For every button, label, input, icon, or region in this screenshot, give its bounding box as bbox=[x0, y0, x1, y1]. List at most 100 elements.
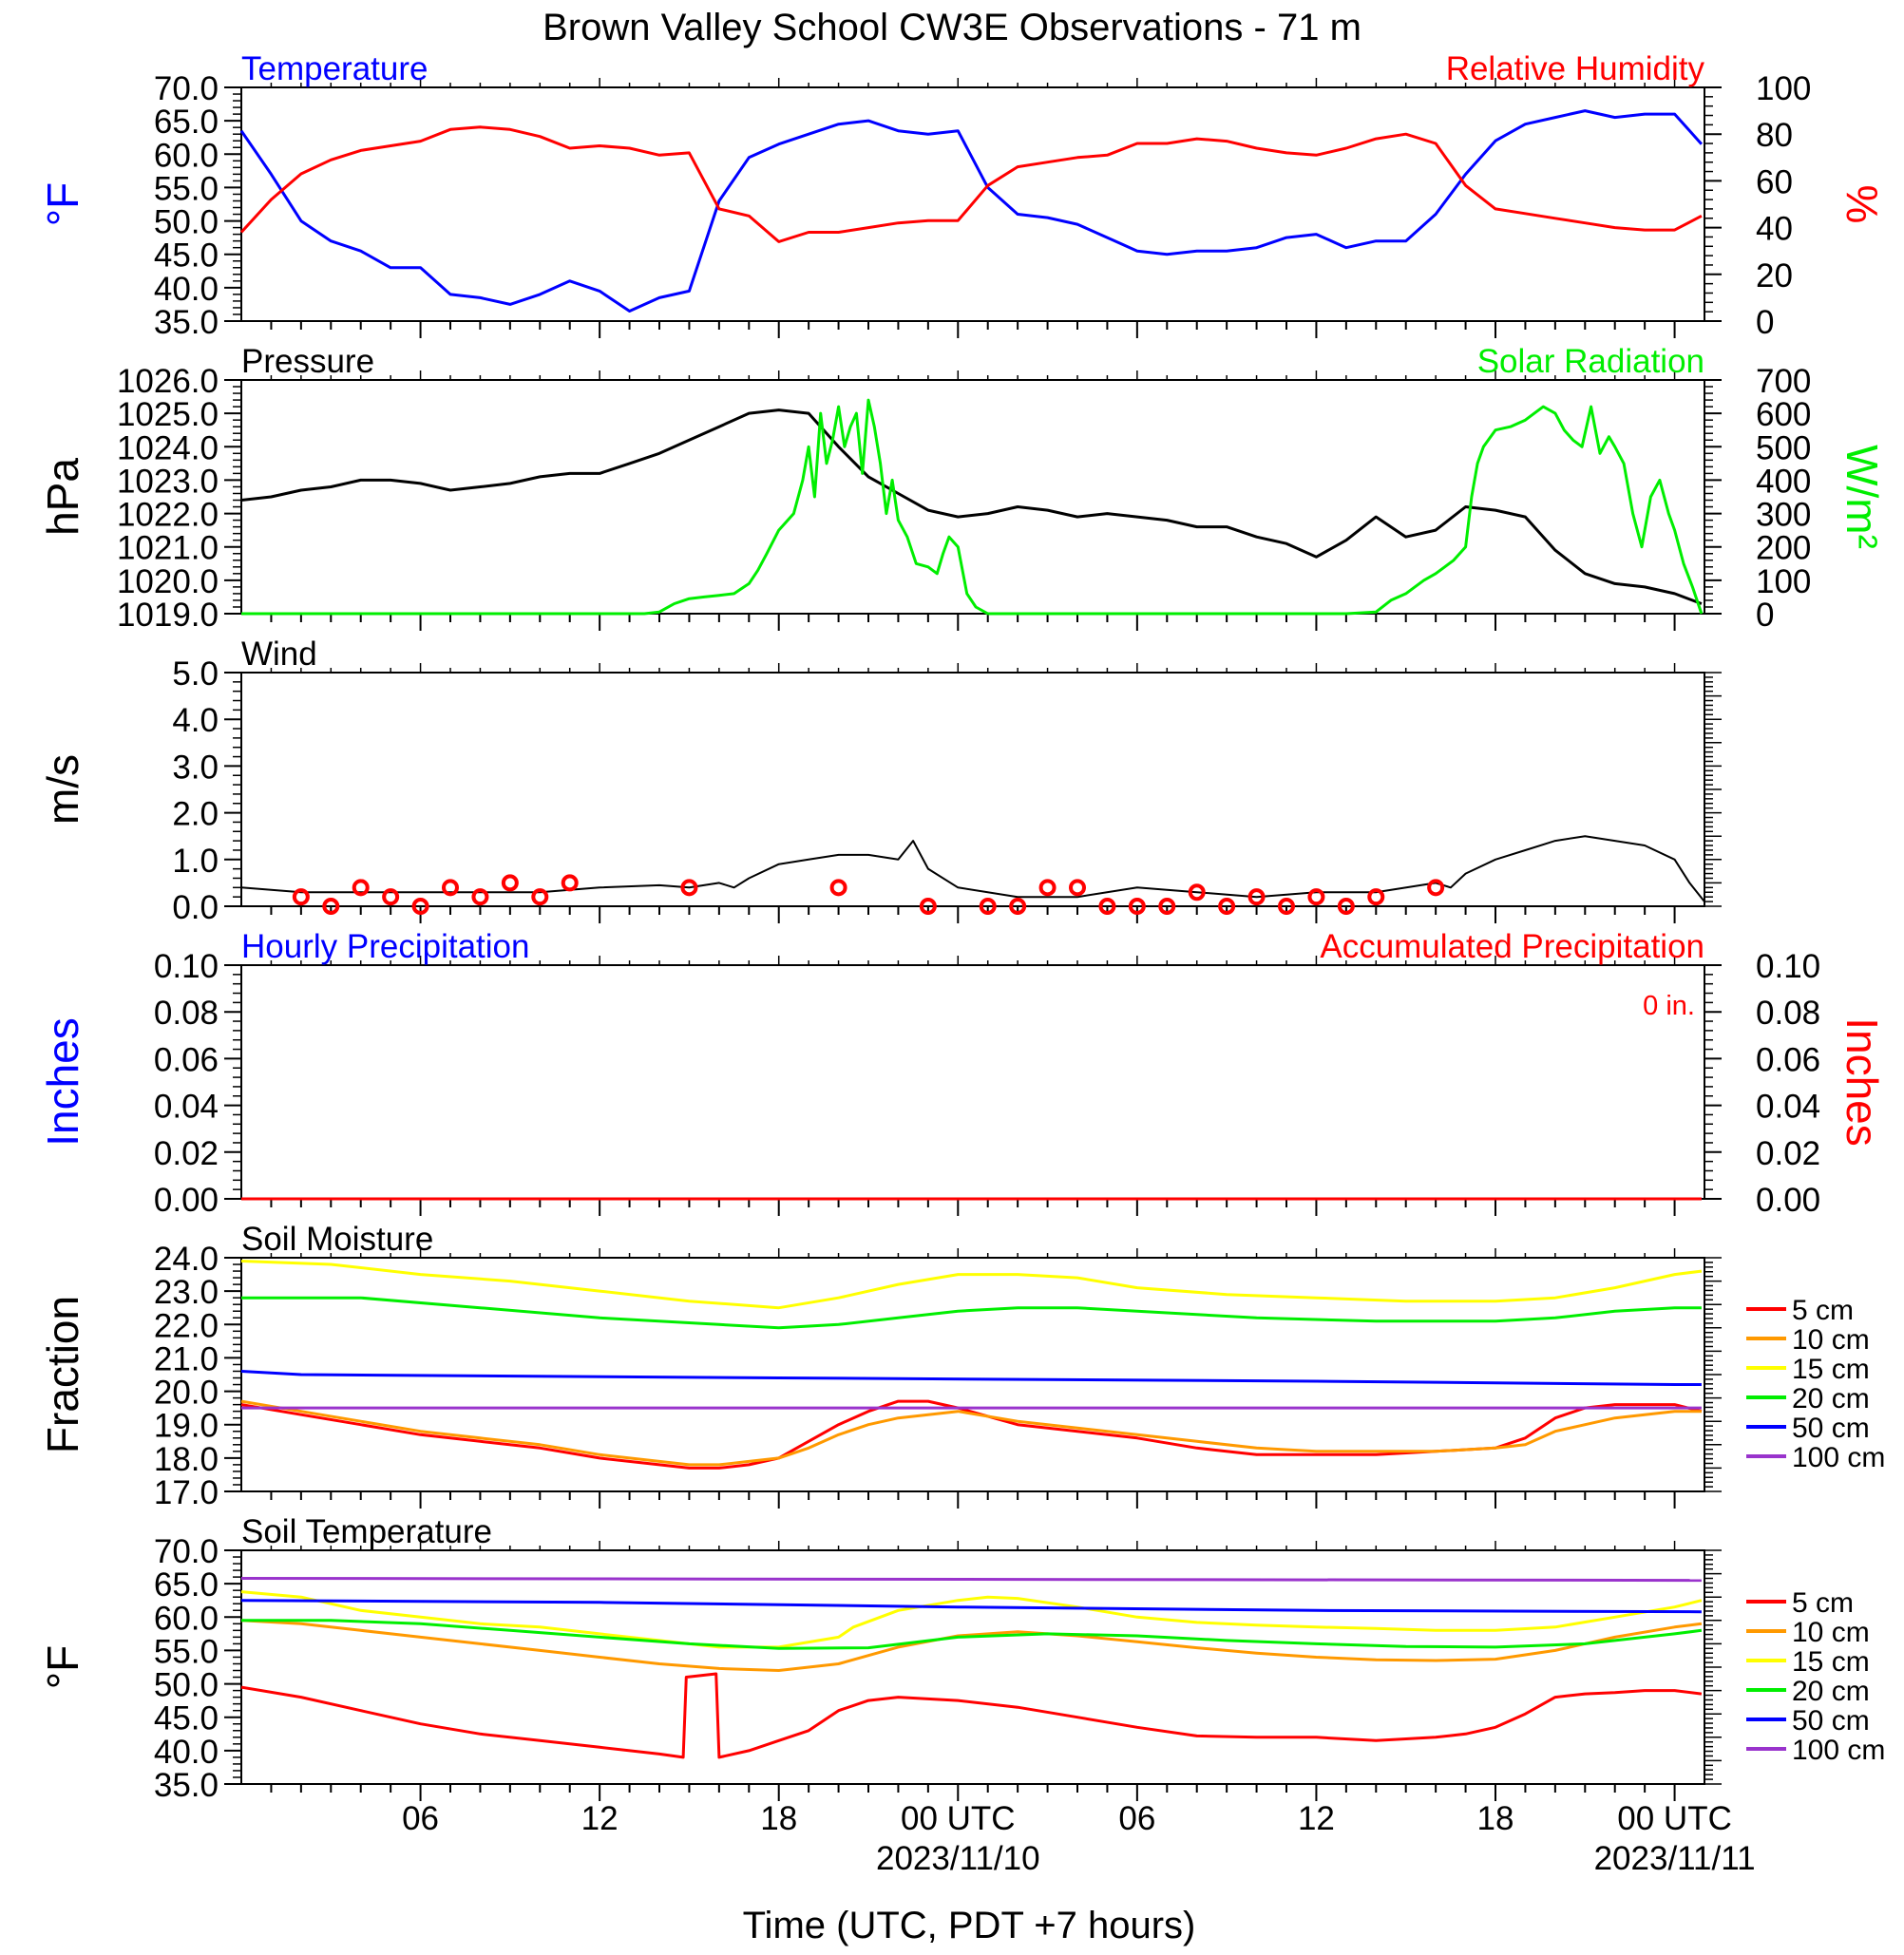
y-tick-label-left: 1020.0 bbox=[117, 563, 219, 600]
legend-label: 10 cm bbox=[1792, 1617, 1870, 1648]
legend-label: 50 cm bbox=[1792, 1705, 1870, 1737]
y-tick-label-left: 24.0 bbox=[154, 1241, 219, 1278]
y-tick-label-right: 500 bbox=[1756, 429, 1811, 466]
wind-calm-marker bbox=[501, 874, 519, 892]
y-tick-label-left: 1022.0 bbox=[117, 497, 219, 534]
x-tick-label: 06 bbox=[402, 1800, 439, 1837]
series-line-100-cm bbox=[240, 1577, 1702, 1583]
panel-frame bbox=[240, 672, 1705, 907]
y-tick-label-left: 55.0 bbox=[154, 1633, 219, 1670]
y-tick-label-left: 60.0 bbox=[154, 137, 219, 174]
panel-title-right: Solar Radiation bbox=[1477, 343, 1704, 380]
y-tick-label-left: 21.0 bbox=[154, 1340, 219, 1377]
panel-title-left: Wind bbox=[241, 636, 317, 673]
wind-calm-marker bbox=[561, 874, 579, 892]
y-tick-label-left: 1026.0 bbox=[117, 363, 219, 400]
y-tick-label-right: 0.10 bbox=[1756, 948, 1820, 985]
y-tick-label-left: 3.0 bbox=[172, 749, 219, 786]
panel-frame bbox=[240, 86, 1705, 322]
series-line-10-cm bbox=[240, 1399, 1702, 1467]
y-tick-label-left: 0.06 bbox=[154, 1041, 219, 1078]
panel-frame bbox=[240, 379, 1705, 615]
panel-precip: 0.00 0.02 0.04 0.06 0.08 0.10 0.00 0.02 0.04 0.06… bbox=[38, 928, 1887, 1219]
panel-title-left: Pressure bbox=[241, 343, 374, 380]
wind-calm-marker bbox=[1367, 888, 1385, 906]
chart-title: Brown Valley School CW3E Observations - … bbox=[543, 7, 1361, 48]
wind-calm-marker bbox=[1128, 898, 1146, 915]
legend-label: 15 cm bbox=[1792, 1354, 1870, 1385]
y-axis-label-right: % bbox=[1837, 185, 1887, 224]
x-tick-label: 18 bbox=[1477, 1800, 1514, 1837]
y-tick-label-left: 5.0 bbox=[172, 655, 219, 693]
series-line-50-cm bbox=[240, 1599, 1702, 1614]
wind-calm-marker bbox=[471, 888, 489, 906]
y-tick-label-right: 400 bbox=[1756, 463, 1811, 500]
series-line-5-cm bbox=[240, 1399, 1703, 1470]
y-tick-label-left: 40.0 bbox=[154, 271, 219, 308]
x-tick-label: 00 UTC bbox=[901, 1800, 1016, 1837]
x-tick-label: 12 bbox=[581, 1800, 619, 1837]
series-line-15-cm bbox=[240, 1590, 1703, 1649]
legend-label: 15 cm bbox=[1792, 1646, 1870, 1678]
y-tick-label-left: 4.0 bbox=[172, 702, 219, 739]
x-tick-label: 00 UTC bbox=[1617, 1800, 1732, 1837]
wind-calm-marker bbox=[322, 898, 340, 915]
y-tick-label-right: 700 bbox=[1756, 363, 1811, 400]
wind-calm-marker bbox=[442, 879, 459, 897]
y-tick-label-left: 70.0 bbox=[154, 1533, 219, 1570]
y-tick-label-left: 35.0 bbox=[154, 1767, 219, 1804]
x-axis-label: Time (UTC, PDT +7 hours) bbox=[743, 1905, 1196, 1946]
panels: 35.040.045.050.055.060.065.070.002040608… bbox=[38, 50, 1887, 1804]
y-tick-label-left: 0.10 bbox=[154, 948, 219, 985]
wind-calm-marker bbox=[1158, 898, 1176, 915]
y-tick-label-right: 80 bbox=[1756, 117, 1793, 154]
x-date-label: 2023/11/11 bbox=[1594, 1840, 1756, 1877]
panel-title-left: Hourly Precipitation bbox=[241, 928, 529, 965]
wind-calm-marker bbox=[919, 898, 937, 915]
y-tick-label-left: 0.02 bbox=[154, 1135, 219, 1172]
y-axis-label-left: hPa bbox=[38, 458, 87, 536]
wind-calm-marker bbox=[680, 879, 698, 897]
x-date-label: 2023/11/10 bbox=[876, 1840, 1040, 1877]
legend-label: 5 cm bbox=[1792, 1295, 1854, 1326]
legend-label: 20 cm bbox=[1792, 1676, 1870, 1707]
series-line-20-cm bbox=[241, 1619, 1703, 1650]
y-axis-label-left: °F bbox=[38, 1645, 87, 1690]
wind-calm-marker bbox=[979, 898, 997, 915]
panel-title-left: Temperature bbox=[241, 50, 428, 87]
y-tick-label-right: 20 bbox=[1756, 257, 1793, 294]
wind-calm-marker bbox=[1098, 898, 1116, 915]
y-tick-label-right: 40 bbox=[1756, 211, 1793, 248]
y-axis-label-left: m/s bbox=[38, 754, 87, 825]
y-tick-label-right: 0 bbox=[1756, 304, 1774, 341]
y-tick-label-left: 45.0 bbox=[154, 1700, 219, 1737]
panel-soil_temperature: 35.040.045.050.055.060.065.070.0 Soil Tem… bbox=[38, 1513, 1885, 1804]
y-tick-label-left: 65.0 bbox=[154, 1566, 219, 1604]
panel-frame bbox=[240, 1549, 1705, 1785]
y-tick-label-left: 50.0 bbox=[154, 1667, 219, 1704]
y-tick-label-left: 1024.0 bbox=[117, 429, 219, 466]
y-tick-label-left: 1025.0 bbox=[117, 396, 219, 433]
x-tick-label: 12 bbox=[1298, 1800, 1335, 1837]
legend-label: 50 cm bbox=[1792, 1413, 1870, 1444]
y-tick-label-right: 0.08 bbox=[1756, 995, 1820, 1032]
panel-title-right: Relative Humidity bbox=[1446, 50, 1705, 87]
y-tick-label-right: 200 bbox=[1756, 530, 1811, 567]
y-tick-label-left: 1021.0 bbox=[117, 530, 219, 567]
wind-calm-marker bbox=[1038, 879, 1057, 897]
series-line-temperature bbox=[239, 109, 1704, 313]
y-tick-label-right: 0.02 bbox=[1756, 1135, 1820, 1172]
series-line-pressure bbox=[240, 408, 1703, 605]
y-tick-label-left: 2.0 bbox=[172, 796, 219, 833]
series-line-15-cm bbox=[240, 1260, 1703, 1310]
panel-title-left: Soil Moisture bbox=[241, 1221, 433, 1258]
y-tick-label-left: 50.0 bbox=[154, 204, 219, 241]
y-tick-label-right: 0.04 bbox=[1756, 1089, 1820, 1126]
y-axis-label-right: W/m² bbox=[1837, 445, 1887, 549]
y-tick-label-right: 100 bbox=[1756, 563, 1811, 600]
legend-label: 100 cm bbox=[1792, 1442, 1885, 1473]
y-axis-label-left: °F bbox=[38, 182, 87, 227]
y-tick-label-left: 23.0 bbox=[154, 1274, 219, 1311]
